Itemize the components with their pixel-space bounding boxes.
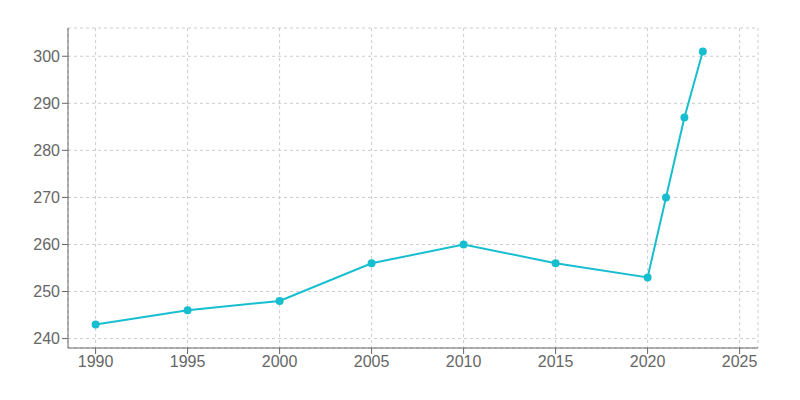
svg-text:290: 290 <box>33 95 60 112</box>
svg-text:260: 260 <box>33 236 60 253</box>
svg-text:1995: 1995 <box>170 353 206 370</box>
svg-text:2020: 2020 <box>630 353 666 370</box>
svg-text:2015: 2015 <box>538 353 574 370</box>
svg-text:240: 240 <box>33 330 60 347</box>
svg-text:280: 280 <box>33 142 60 159</box>
svg-text:1990: 1990 <box>78 353 114 370</box>
svg-text:2000: 2000 <box>262 353 298 370</box>
svg-text:2005: 2005 <box>354 353 390 370</box>
svg-text:2025: 2025 <box>722 353 758 370</box>
svg-text:2010: 2010 <box>446 353 482 370</box>
svg-text:250: 250 <box>33 283 60 300</box>
svg-text:300: 300 <box>33 48 60 65</box>
svg-text:270: 270 <box>33 189 60 206</box>
